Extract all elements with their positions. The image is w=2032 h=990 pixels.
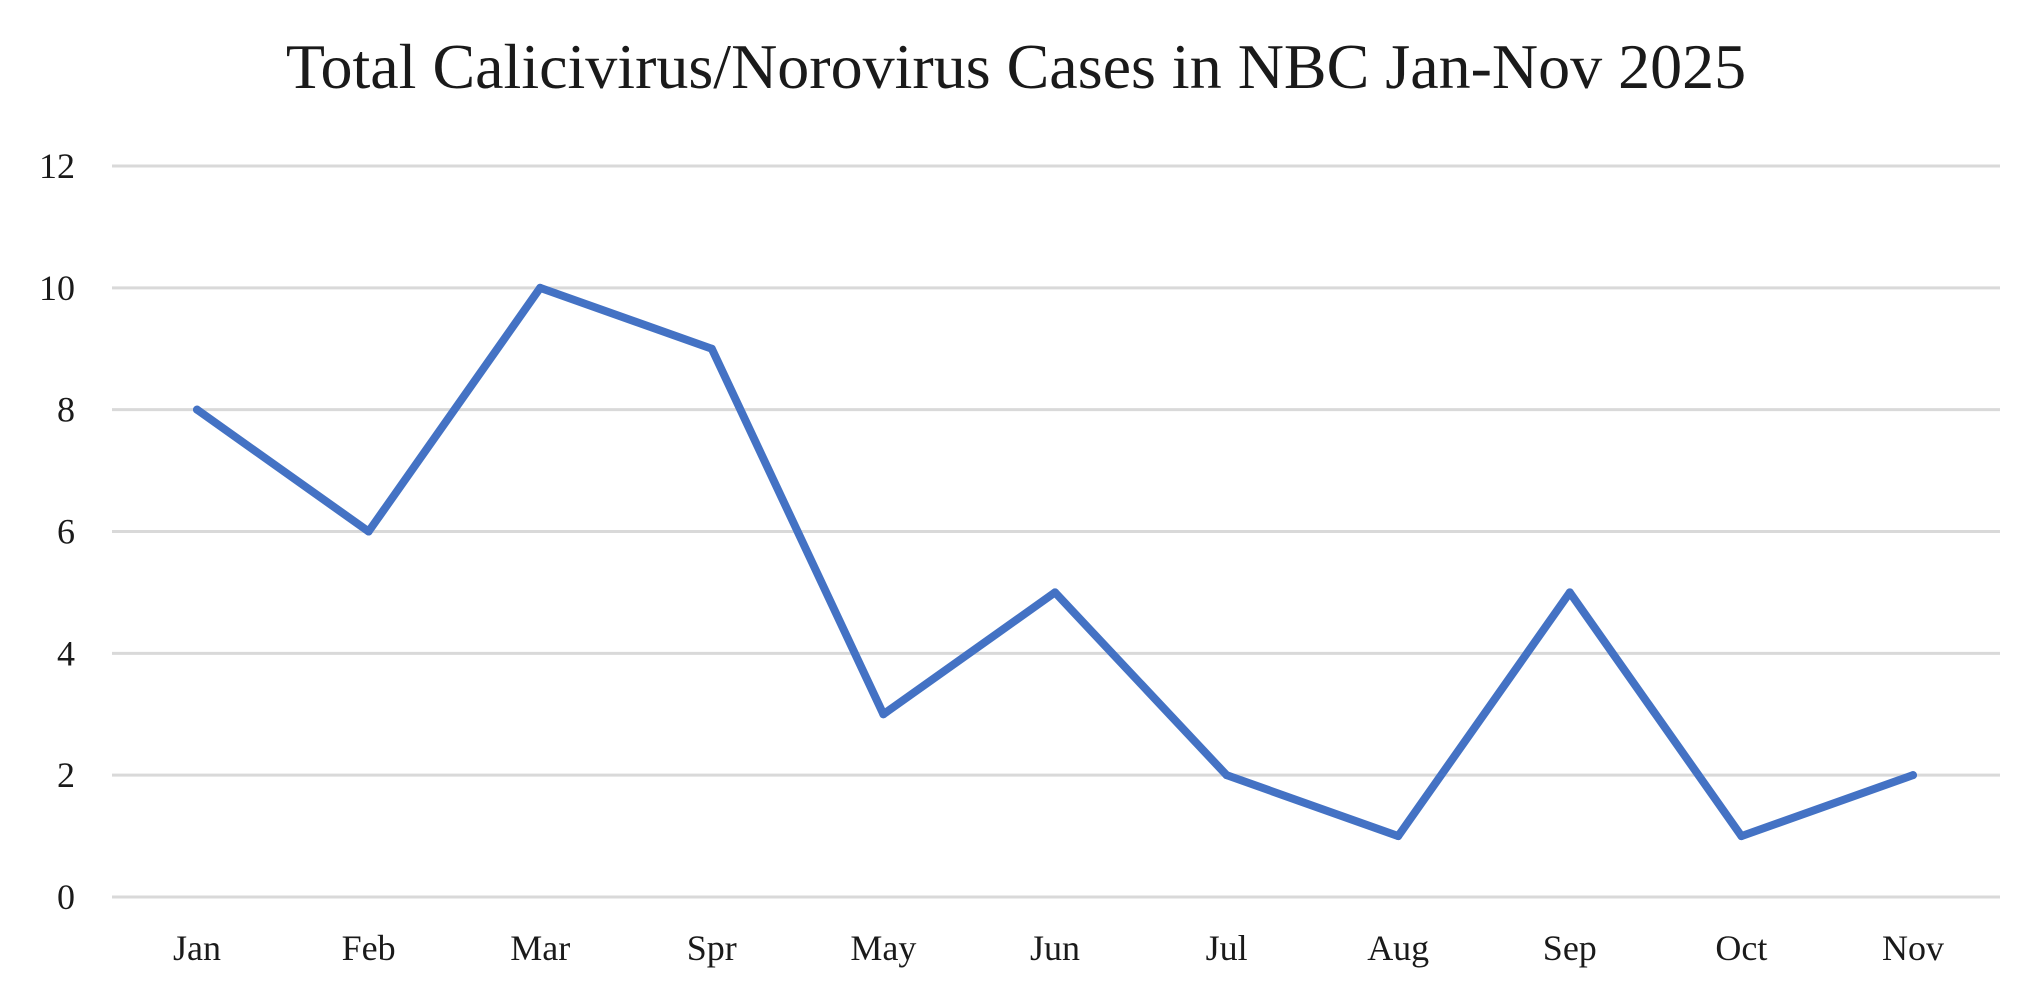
x-tick-label: Jun bbox=[1030, 928, 1080, 968]
x-tick-label: Jan bbox=[173, 928, 221, 968]
x-tick-label: May bbox=[850, 928, 916, 968]
data-point-nov bbox=[1909, 771, 1917, 780]
x-tick-label: Sep bbox=[1543, 928, 1597, 968]
gridlines bbox=[112, 164, 2000, 899]
data-point-jun bbox=[1051, 588, 1059, 597]
y-tick-label: 4 bbox=[57, 633, 75, 673]
x-tick-label: Nov bbox=[1882, 928, 1944, 968]
x-tick-label: Jul bbox=[1206, 928, 1248, 968]
data-point-feb bbox=[364, 527, 373, 536]
x-tick-label: Aug bbox=[1367, 928, 1429, 968]
x-tick-label: Oct bbox=[1715, 928, 1767, 968]
data-point-aug bbox=[1394, 832, 1403, 841]
data-point-mar bbox=[536, 283, 545, 292]
chart-title: Total Calicivirus/Norovirus Cases in NBC… bbox=[285, 31, 1747, 102]
data-point-sep bbox=[1565, 588, 1574, 597]
series-line-0 bbox=[193, 283, 1917, 841]
data-point-jul bbox=[1222, 771, 1231, 780]
data-point-may bbox=[879, 710, 888, 719]
data-point-spr bbox=[707, 344, 716, 353]
x-tick-label: Feb bbox=[342, 928, 396, 968]
series-layer bbox=[193, 283, 1917, 841]
y-tick-label: 6 bbox=[57, 512, 75, 552]
y-tick-label: 2 bbox=[57, 755, 75, 795]
y-tick-label: 8 bbox=[57, 390, 75, 430]
data-point-jan bbox=[193, 405, 201, 414]
y-tick-label: 12 bbox=[39, 146, 75, 186]
x-tick-label: Spr bbox=[687, 928, 737, 968]
x-axis-ticks: Jan Feb Mar Spr May Jun Jul Aug Sep Oct Nov bbox=[173, 928, 1944, 968]
data-point-oct bbox=[1737, 832, 1746, 841]
x-tick-label: Mar bbox=[510, 928, 570, 968]
y-tick-label: 10 bbox=[39, 268, 75, 308]
y-axis-ticks: 0 2 4 6 8 10 12 bbox=[39, 146, 75, 917]
y-tick-label: 0 bbox=[57, 877, 75, 917]
